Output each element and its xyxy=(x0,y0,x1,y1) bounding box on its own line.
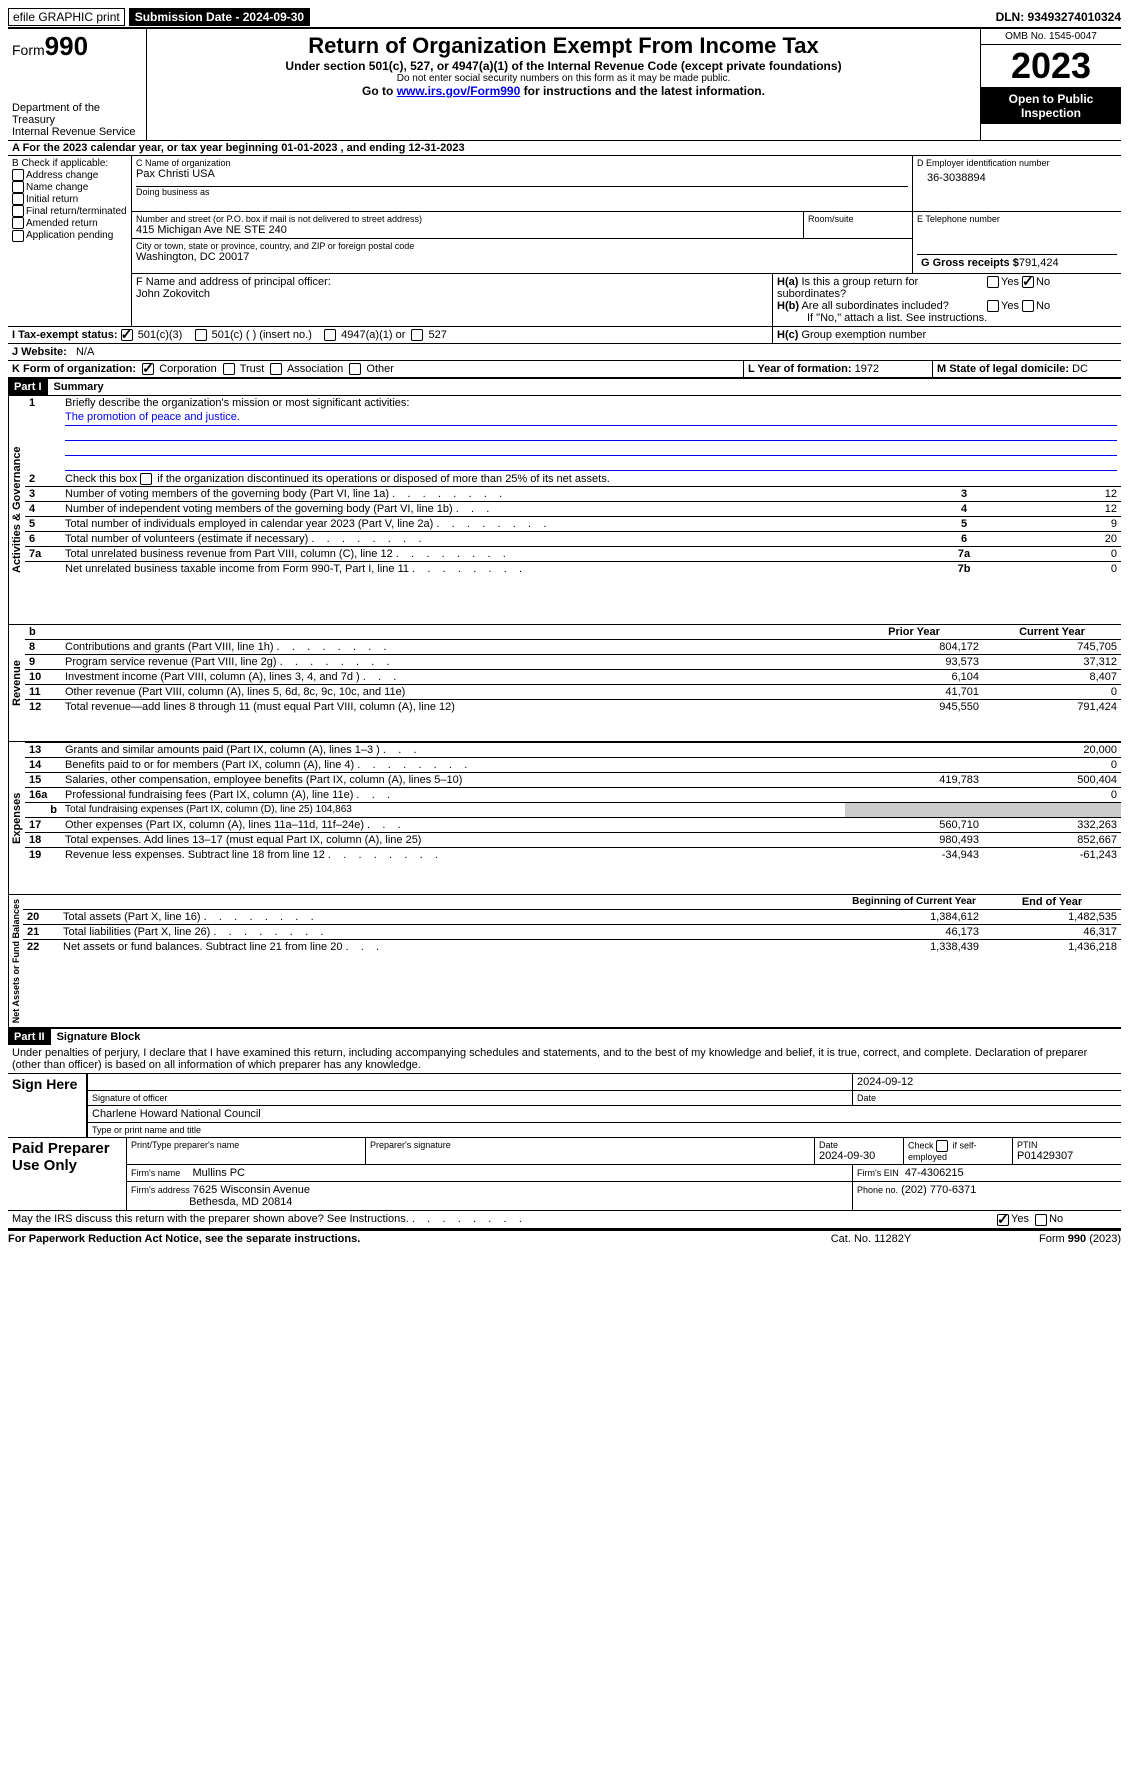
part2-header: Part II Signature Block xyxy=(8,1028,1121,1045)
org-name: Pax Christi USA xyxy=(136,168,908,180)
k-other[interactable] xyxy=(349,363,361,375)
street-address: 415 Michigan Ave NE STE 240 xyxy=(136,224,799,236)
e-lbl: E Telephone number xyxy=(917,214,1117,224)
topbar: efile GRAPHIC print Submission Date - 20… xyxy=(8,8,1121,29)
submission-date: Submission Date - 2024-09-30 xyxy=(129,8,310,26)
b-opt-5[interactable]: Application pending xyxy=(12,229,127,241)
entity-block: B Check if applicable: Address change Na… xyxy=(8,156,1121,327)
form-number: Form990 xyxy=(12,31,142,62)
dba-lbl: Doing business as xyxy=(136,187,908,197)
i-501c[interactable] xyxy=(195,329,207,341)
b-opt-3[interactable]: Final return/terminated xyxy=(12,205,127,217)
subtitle-3: Go to www.irs.gov/Form990 for instructio… xyxy=(151,84,976,98)
irs-label: Internal Revenue Service xyxy=(12,126,142,138)
h-c: H(c) Group exemption number xyxy=(773,327,1121,343)
b-opt-2[interactable]: Initial return xyxy=(12,193,127,205)
h-b-note: If "No," attach a list. See instructions… xyxy=(777,312,1117,324)
principal-officer: John Zokovitch xyxy=(136,288,768,300)
ein: 36-3038894 xyxy=(917,168,1117,184)
city-state-zip: Washington, DC 20017 xyxy=(136,251,908,263)
discuss-row: May the IRS discuss this return with the… xyxy=(8,1211,1121,1228)
k-trust[interactable] xyxy=(223,363,235,375)
form-title: Return of Organization Exempt From Incom… xyxy=(151,33,976,59)
form-header: Form990 Department of the Treasury Inter… xyxy=(8,29,1121,141)
k-corp[interactable] xyxy=(142,363,154,375)
h-a: H(a) Is this a group return for subordin… xyxy=(777,276,1117,300)
sign-here-block: Sign Here 2024-09-12 Signature of office… xyxy=(8,1074,1121,1138)
penalty-text: Under penalties of perjury, I declare th… xyxy=(8,1045,1121,1074)
i-527[interactable] xyxy=(411,329,423,341)
open-inspection: Open to Public Inspection xyxy=(981,88,1121,124)
side-expenses: Expenses xyxy=(8,742,25,894)
i-4947[interactable] xyxy=(324,329,336,341)
i-501c3[interactable] xyxy=(121,329,133,341)
line-j: J Website: N/A xyxy=(8,344,1121,361)
revenue-block: Revenue bPrior YearCurrent Year 8Contrib… xyxy=(8,624,1121,741)
side-revenue: Revenue xyxy=(8,625,25,741)
room-lbl: Room/suite xyxy=(808,214,908,224)
subtitle-1: Under section 501(c), 527, or 4947(a)(1)… xyxy=(151,59,976,73)
mission: The promotion of peace and justice. xyxy=(65,411,1117,426)
subtitle-2: Do not enter social security numbers on … xyxy=(151,73,976,84)
c-name-lbl: C Name of organization xyxy=(136,158,908,168)
dln: DLN: 93493274010324 xyxy=(996,10,1121,24)
b-label: B Check if applicable: xyxy=(12,158,127,169)
k-assoc[interactable] xyxy=(270,363,282,375)
page-footer: For Paperwork Reduction Act Notice, see … xyxy=(8,1229,1121,1245)
side-netassets: Net Assets or Fund Balances xyxy=(8,895,23,1027)
line-a: A For the 2023 calendar year, or tax yea… xyxy=(8,141,1121,156)
omb-number: OMB No. 1545-0047 xyxy=(981,29,1121,45)
addr-lbl: Number and street (or P.O. box if mail i… xyxy=(136,214,799,224)
discuss-yes[interactable] xyxy=(997,1214,1009,1226)
dept-treasury: Department of the Treasury xyxy=(12,102,142,126)
officer-name: Charlene Howard National Council xyxy=(87,1106,1121,1122)
d-lbl: D Employer identification number xyxy=(917,158,1117,168)
line-klm: K Form of organization: Corporation Trus… xyxy=(8,361,1121,378)
firm-name: Mullins PC xyxy=(192,1167,245,1179)
b-opt-4[interactable]: Amended return xyxy=(12,217,127,229)
city-lbl: City or town, state or province, country… xyxy=(136,241,908,251)
discuss-no[interactable] xyxy=(1035,1214,1047,1226)
summary-block: Activities & Governance 1Briefly describ… xyxy=(8,395,1121,624)
sign-here-lbl: Sign Here xyxy=(8,1074,87,1137)
side-governance: Activities & Governance xyxy=(8,396,25,624)
b-opt-1[interactable]: Name change xyxy=(12,181,127,193)
b-opt-0[interactable]: Address change xyxy=(12,169,127,181)
expenses-block: Expenses 13Grants and similar amounts pa… xyxy=(8,741,1121,894)
h-b: H(b) Are all subordinates included? Yes … xyxy=(777,300,1117,312)
sig-date: 2024-09-12 xyxy=(852,1074,1121,1090)
tax-year: 2023 xyxy=(981,45,1121,88)
efile-badge: efile GRAPHIC print xyxy=(8,8,125,26)
paid-preparer-block: Paid Preparer Use Only Print/Type prepar… xyxy=(8,1138,1121,1211)
irs-link[interactable]: www.irs.gov/Form990 xyxy=(397,84,521,98)
line-i: I Tax-exempt status: 501(c)(3) 501(c) ( … xyxy=(8,327,1121,344)
f-lbl: F Name and address of principal officer: xyxy=(136,276,768,288)
netassets-block: Net Assets or Fund Balances Beginning of… xyxy=(8,894,1121,1028)
paid-prep-lbl: Paid Preparer Use Only xyxy=(8,1138,127,1210)
gross-receipts: G Gross receipts $791,424 xyxy=(917,254,1117,271)
part1-header: Part I Summary xyxy=(8,378,1121,395)
